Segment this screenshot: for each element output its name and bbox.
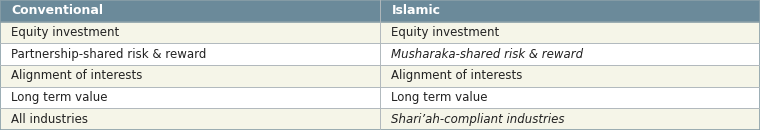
FancyBboxPatch shape [0, 87, 380, 108]
FancyBboxPatch shape [380, 87, 760, 108]
Text: Shari’ah-compliant industries: Shari’ah-compliant industries [391, 113, 565, 126]
Text: Long term value: Long term value [11, 91, 108, 104]
Text: Partnership-shared risk & reward: Partnership-shared risk & reward [11, 48, 207, 61]
Text: Equity investment: Equity investment [391, 26, 499, 39]
FancyBboxPatch shape [0, 22, 380, 43]
Text: Alignment of interests: Alignment of interests [11, 69, 143, 82]
FancyBboxPatch shape [380, 108, 760, 130]
Text: All industries: All industries [11, 113, 88, 126]
Text: Conventional: Conventional [11, 4, 103, 17]
FancyBboxPatch shape [0, 108, 380, 130]
FancyBboxPatch shape [0, 0, 380, 22]
FancyBboxPatch shape [0, 65, 380, 87]
FancyBboxPatch shape [0, 43, 380, 65]
Text: Long term value: Long term value [391, 91, 488, 104]
FancyBboxPatch shape [380, 22, 760, 43]
Text: Islamic: Islamic [391, 4, 440, 17]
Text: Alignment of interests: Alignment of interests [391, 69, 523, 82]
FancyBboxPatch shape [380, 43, 760, 65]
FancyBboxPatch shape [380, 65, 760, 87]
Text: Musharaka-shared risk & reward: Musharaka-shared risk & reward [391, 48, 584, 61]
Text: Equity investment: Equity investment [11, 26, 119, 39]
FancyBboxPatch shape [380, 0, 760, 22]
